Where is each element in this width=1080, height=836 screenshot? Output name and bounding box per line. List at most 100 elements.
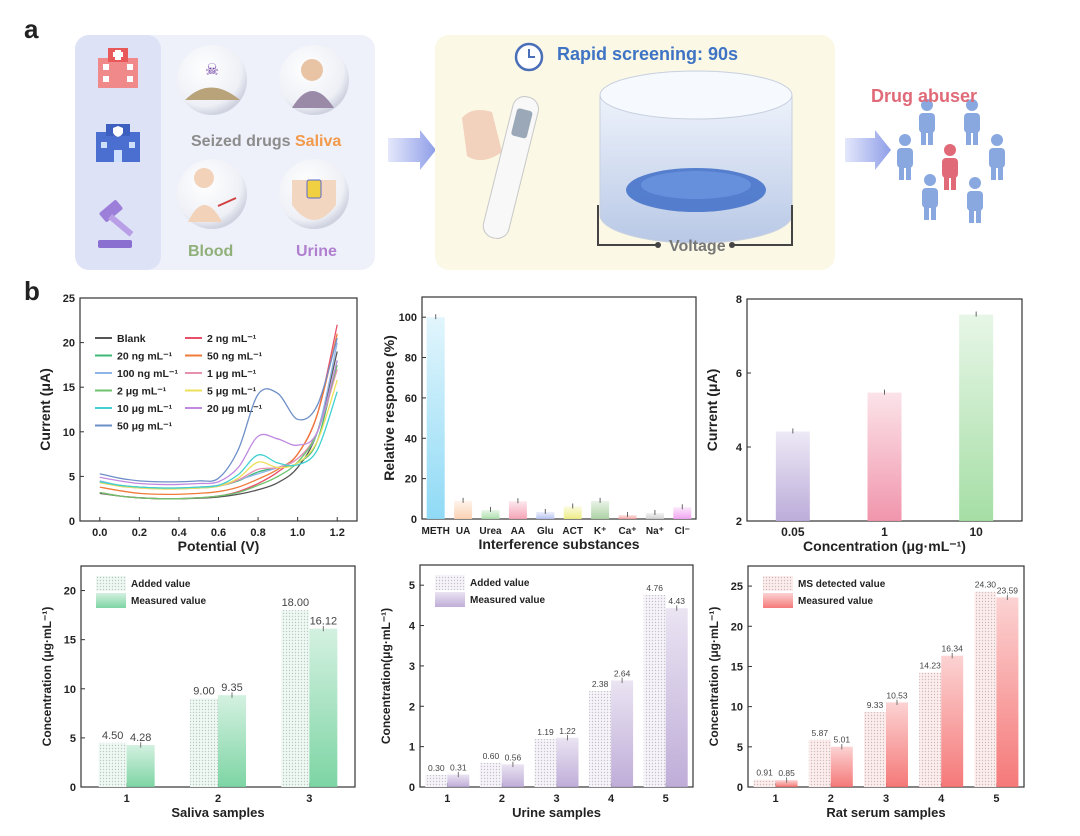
value-label: 4.50 [102, 730, 123, 742]
y-tick-label: 8 [736, 294, 742, 306]
bar [645, 512, 664, 519]
y-tick-label: 5 [409, 580, 415, 592]
bar-added-tint [643, 594, 666, 787]
chart-2: 2 4 6 8 Concentration (μg·mL⁻¹) Current (μA) 0… [704, 294, 1023, 554]
legend-label: Measured value [131, 596, 206, 607]
legend-label: 5 μg mL⁻¹ [207, 386, 257, 398]
bar [775, 431, 810, 521]
legend-swatch [763, 593, 793, 608]
x-tick-label: 3 [306, 793, 312, 805]
bar [673, 507, 692, 519]
legend-swatch-tint [96, 576, 126, 591]
legend-label: 2 ng mL⁻¹ [207, 333, 257, 345]
y-axis-label: Concentration (μg·mL⁻¹) [40, 607, 54, 747]
y-tick-label: 6 [736, 368, 742, 380]
bar [481, 509, 500, 519]
y-tick-label: 15 [63, 382, 75, 394]
x-tick-label: 0.8 [250, 527, 265, 539]
legend-label: 1 μg mL⁻¹ [207, 368, 257, 380]
bar [959, 314, 994, 521]
value-label: 0.31 [450, 762, 467, 772]
legend-label: 2 μg mL⁻¹ [117, 386, 167, 398]
value-label: 10.53 [886, 690, 908, 700]
bar-measured [309, 628, 338, 787]
bar-measured [665, 608, 688, 787]
y-tick-label: 3 [409, 661, 415, 673]
x-tick-label: AA [511, 526, 525, 537]
y-tick-label: 5 [70, 733, 76, 745]
bar-added-tint [534, 738, 557, 787]
arrow-right-icon [388, 130, 436, 170]
x-tick-label: 1 [444, 793, 450, 805]
y-tick-label: 2 [736, 516, 742, 528]
person-icon [942, 144, 958, 190]
bar-added-tint [808, 739, 831, 787]
x-axis-label: Potential (V) [178, 538, 260, 554]
value-label: 1.22 [559, 726, 576, 736]
y-axis-label: Current (μA) [37, 368, 53, 450]
bar-added-tint [919, 672, 942, 787]
person-icon [919, 99, 935, 145]
value-label: 18.00 [282, 597, 310, 609]
bar-measured [447, 774, 470, 787]
legend-label: MS detected value [798, 579, 886, 590]
clock-icon [514, 42, 544, 72]
x-tick-label: 1 [124, 793, 130, 805]
y-tick-label: 0 [409, 782, 415, 794]
y-tick-label: 20 [731, 621, 743, 633]
bar [454, 500, 473, 519]
x-tick-label: Glu [537, 526, 554, 537]
y-tick-label: 5 [69, 471, 75, 483]
chart-4: 0 1 2 3 4 5 Urine samples Concentration(μg·mL⁻¹… [379, 564, 694, 820]
y-tick-label: 0 [69, 516, 75, 528]
rapid-screening-title: Rapid screening: 90s [557, 44, 739, 64]
y-tick-label: 20 [63, 338, 75, 350]
x-tick-label: ACT [562, 526, 583, 537]
x-axis-label: Rat serum samples [826, 805, 945, 820]
value-label: 4.28 [130, 732, 151, 744]
y-axis-label: Current (μA) [704, 369, 720, 451]
bar-added-tint [98, 742, 127, 787]
x-tick-label: 0.0 [92, 527, 107, 539]
series-line [99, 333, 338, 496]
value-label: 0.91 [756, 768, 773, 778]
person-icon [922, 174, 938, 220]
y-tick-label: 10 [731, 702, 743, 714]
y-tick-label: 0 [737, 782, 743, 794]
x-tick-label: 1 [881, 525, 888, 539]
bar-measured [611, 680, 634, 787]
legend-swatch [96, 593, 126, 608]
y-tick-label: 10 [64, 684, 76, 696]
y-tick-label: 25 [63, 293, 75, 305]
police-station-icon [96, 124, 140, 162]
value-label: 5.87 [812, 728, 829, 738]
x-tick-label: 2 [499, 793, 505, 805]
y-tick-label: 10 [63, 427, 75, 439]
arrow-right-icon [845, 130, 891, 170]
value-label: 9.00 [193, 686, 214, 698]
legend-label: 10 μg mL⁻¹ [117, 403, 173, 415]
series-line [99, 379, 338, 490]
x-tick-label: 3 [883, 793, 889, 805]
legend-label: 20 μg mL⁻¹ [207, 403, 263, 415]
bar-added-tint [974, 591, 997, 787]
bar [563, 506, 582, 519]
y-tick-label: 20 [405, 474, 417, 486]
x-tick-label: 1.0 [290, 527, 305, 539]
x-tick-label: K⁺ [594, 526, 607, 537]
legend-label: 20 ng mL⁻¹ [117, 351, 173, 363]
y-tick-label: 25 [731, 581, 743, 593]
urine-image [279, 159, 349, 229]
y-tick-label: 15 [64, 635, 76, 647]
bar [867, 392, 902, 521]
sample-label-blood: Blood [188, 243, 234, 260]
gavel-icon [98, 200, 134, 248]
x-tick-label: Na⁺ [646, 526, 664, 537]
value-label: 16.12 [310, 616, 338, 628]
y-tick-label: 80 [405, 353, 417, 365]
x-tick-label: 5 [663, 793, 669, 805]
bar-measured [996, 597, 1019, 787]
voltage-label: Voltage [669, 238, 726, 255]
bar-added-tint [589, 690, 612, 787]
series-line [99, 364, 338, 500]
